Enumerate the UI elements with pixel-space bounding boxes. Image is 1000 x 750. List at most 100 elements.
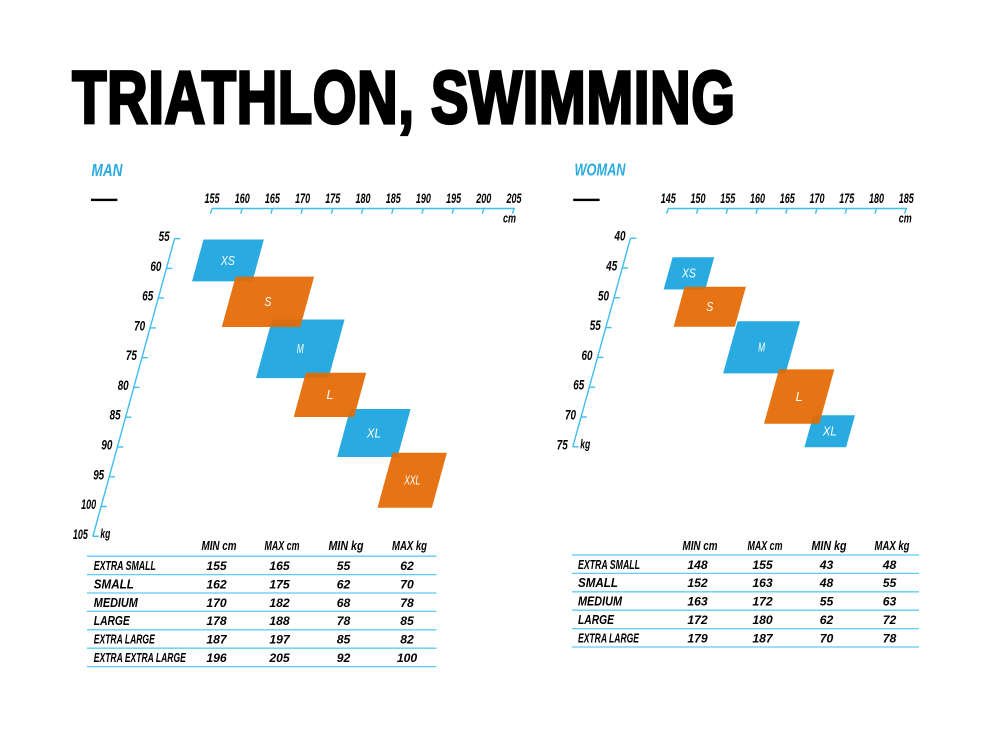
svg-text:178: 178 [206,614,227,628]
svg-text:40: 40 [614,229,626,244]
svg-text:L: L [796,390,803,404]
svg-text:MAX kg: MAX kg [392,538,427,553]
svg-text:MIN cm: MIN cm [202,538,237,553]
svg-text:XS: XS [220,254,235,268]
svg-text:MEDIUM: MEDIUM [578,595,622,609]
svg-text:163: 163 [687,595,708,609]
svg-text:62: 62 [820,613,834,627]
svg-text:EXTRA LARGE: EXTRA LARGE [578,631,639,645]
svg-text:175: 175 [839,191,854,206]
svg-text:65: 65 [142,289,153,304]
svg-text:cm: cm [899,212,912,226]
svg-text:100: 100 [81,497,96,512]
svg-text:75: 75 [557,437,568,452]
svg-text:80: 80 [118,378,129,393]
svg-text:150: 150 [691,191,706,206]
svg-text:72: 72 [883,613,897,627]
svg-text:S: S [706,300,714,314]
svg-text:196: 196 [206,651,227,665]
svg-text:90: 90 [101,438,112,453]
svg-text:55: 55 [820,595,834,609]
svg-text:60: 60 [150,259,161,274]
svg-text:MIN kg: MIN kg [329,538,364,553]
svg-text:55: 55 [590,318,601,333]
svg-text:70: 70 [400,577,414,591]
svg-text:172: 172 [752,595,773,609]
svg-text:kg: kg [100,527,110,541]
svg-text:55: 55 [159,229,170,244]
svg-text:187: 187 [752,631,774,645]
svg-text:187: 187 [206,633,228,647]
svg-text:155: 155 [205,191,220,206]
svg-text:62: 62 [400,559,414,573]
svg-text:EXTRA SMALL: EXTRA SMALL [94,559,156,573]
svg-text:70: 70 [820,631,834,645]
svg-text:172: 172 [687,613,708,627]
svg-text:65: 65 [573,378,584,393]
svg-text:62: 62 [337,577,351,591]
svg-text:50: 50 [598,288,609,303]
svg-text:180: 180 [869,191,884,206]
svg-text:75: 75 [126,348,137,363]
svg-text:180: 180 [752,613,773,627]
svg-text:M: M [758,341,765,355]
svg-text:145: 145 [661,191,676,206]
svg-text:MAX cm: MAX cm [265,538,300,553]
svg-text:XXL: XXL [404,474,421,488]
svg-text:170: 170 [810,191,825,206]
svg-text:XL: XL [822,425,837,439]
svg-text:85: 85 [337,633,351,647]
svg-text:MAN: MAN [92,160,123,180]
svg-text:70: 70 [134,318,145,333]
svg-text:155: 155 [752,558,773,572]
svg-text:SMALL: SMALL [578,576,618,590]
svg-text:63: 63 [883,595,897,609]
svg-text:48: 48 [882,558,897,572]
svg-text:S: S [264,295,272,309]
svg-text:68: 68 [337,596,351,610]
svg-text:MIN cm: MIN cm [683,538,718,553]
svg-text:148: 148 [687,558,708,572]
svg-text:180: 180 [356,191,371,206]
svg-text:200: 200 [476,191,492,206]
svg-text:205: 205 [506,191,522,206]
svg-text:160: 160 [235,191,250,206]
svg-text:MIN kg: MIN kg [812,538,847,553]
svg-text:165: 165 [269,559,290,573]
svg-text:92: 92 [337,651,351,665]
svg-text:205: 205 [268,651,290,665]
svg-text:160: 160 [750,191,765,206]
svg-text:155: 155 [206,559,227,573]
svg-text:179: 179 [687,631,708,645]
svg-text:MAX cm: MAX cm [748,538,783,553]
svg-text:105: 105 [73,527,88,542]
svg-text:175: 175 [325,191,340,206]
svg-text:163: 163 [752,576,773,590]
svg-text:78: 78 [337,614,351,628]
svg-text:155: 155 [720,191,735,206]
svg-text:170: 170 [206,596,227,610]
svg-text:XL: XL [366,426,381,440]
svg-text:197: 197 [269,633,291,647]
svg-text:MEDIUM: MEDIUM [94,596,138,610]
svg-text:45: 45 [606,259,618,274]
svg-text:M: M [297,342,304,356]
svg-text:185: 185 [899,191,914,206]
svg-text:48: 48 [819,576,834,590]
svg-text:100: 100 [397,651,418,665]
svg-text:78: 78 [883,631,897,645]
svg-text:kg: kg [580,437,590,451]
svg-text:95: 95 [93,467,104,482]
svg-text:43: 43 [819,558,834,572]
svg-text:82: 82 [400,633,414,647]
svg-text:182: 182 [269,596,290,610]
svg-text:SMALL: SMALL [94,577,134,591]
svg-text:WOMAN: WOMAN [575,160,626,180]
svg-text:165: 165 [265,191,280,206]
svg-text:LARGE: LARGE [578,613,614,627]
svg-text:195: 195 [446,191,461,206]
svg-text:LARGE: LARGE [94,614,130,628]
svg-text:EXTRA SMALL: EXTRA SMALL [578,558,640,572]
svg-text:60: 60 [582,348,593,363]
svg-text:152: 152 [687,576,708,590]
